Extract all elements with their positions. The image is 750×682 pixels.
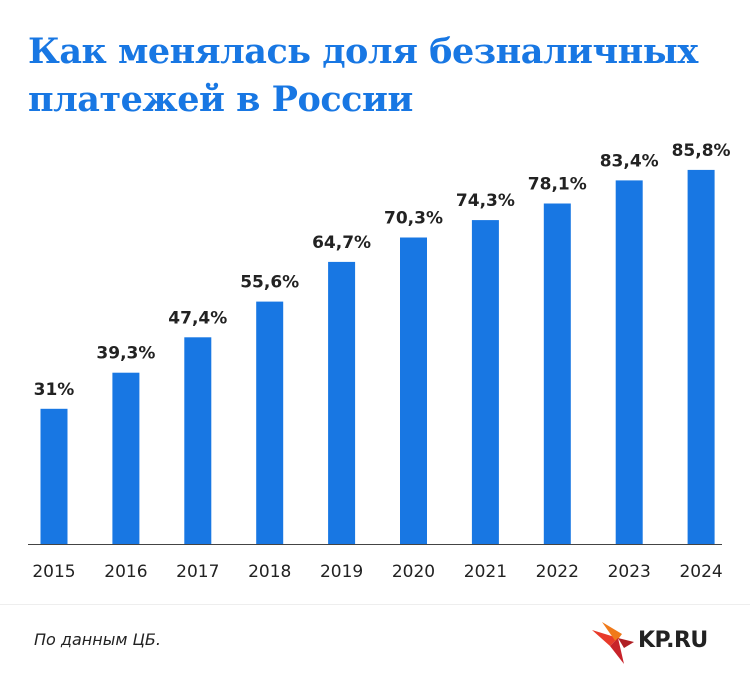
- x-tick-label-2018: 2018: [248, 562, 291, 582]
- bar-chart: 31% 2015 39,3% 2016 47,4% 2017 55,6% 2018 64,7% 2…: [28, 141, 731, 582]
- x-tick-label-2021: 2021: [464, 562, 507, 582]
- kp-logo[interactable]: KP.RU: [588, 616, 728, 670]
- value-label-2018: 55,6%: [240, 273, 299, 293]
- x-tick-label-2016: 2016: [104, 562, 147, 582]
- bar-2020: [400, 237, 427, 544]
- value-label-2017: 47,4%: [168, 308, 227, 328]
- x-tick-label-2022: 2022: [536, 562, 579, 582]
- value-label-2015: 31%: [34, 380, 75, 400]
- bar-2018: [256, 301, 284, 544]
- x-tick-label-2023: 2023: [608, 562, 651, 582]
- value-label-2019: 64,7%: [312, 233, 371, 253]
- value-label-2024: 85,8%: [672, 141, 731, 161]
- value-label-2020: 70,3%: [384, 209, 443, 229]
- value-label-2021: 74,3%: [456, 191, 515, 211]
- logo-text: KP.RU: [638, 628, 708, 653]
- bar-2024: [687, 169, 715, 544]
- bar-2023: [615, 180, 643, 544]
- value-label-2016: 39,3%: [96, 344, 155, 364]
- value-label-2022: 78,1%: [528, 175, 587, 195]
- x-tick-label-2019: 2019: [320, 562, 363, 582]
- source-note: По данным ЦБ.: [34, 630, 161, 649]
- bar-2016: [112, 372, 140, 544]
- bar-2017: [184, 337, 212, 544]
- x-tick-label-2020: 2020: [392, 562, 435, 582]
- chart-title-line-1: Как менялась доля безналичных: [28, 31, 698, 72]
- x-tick-label-2024: 2024: [679, 562, 722, 582]
- bar-2015: [40, 408, 68, 544]
- bar-2019: [328, 261, 356, 544]
- chart-title: Как менялась доля безналичных платежей в…: [28, 28, 728, 124]
- chart-title-line-2: платежей в России: [28, 79, 413, 120]
- footer-divider: [0, 604, 750, 605]
- x-tick-label-2017: 2017: [176, 562, 219, 582]
- bar-2022: [543, 203, 571, 544]
- kp-bird-logo-icon: [592, 622, 634, 664]
- bar-2021: [471, 220, 499, 544]
- value-label-2023: 83,4%: [600, 151, 659, 171]
- x-tick-label-2015: 2015: [32, 562, 75, 582]
